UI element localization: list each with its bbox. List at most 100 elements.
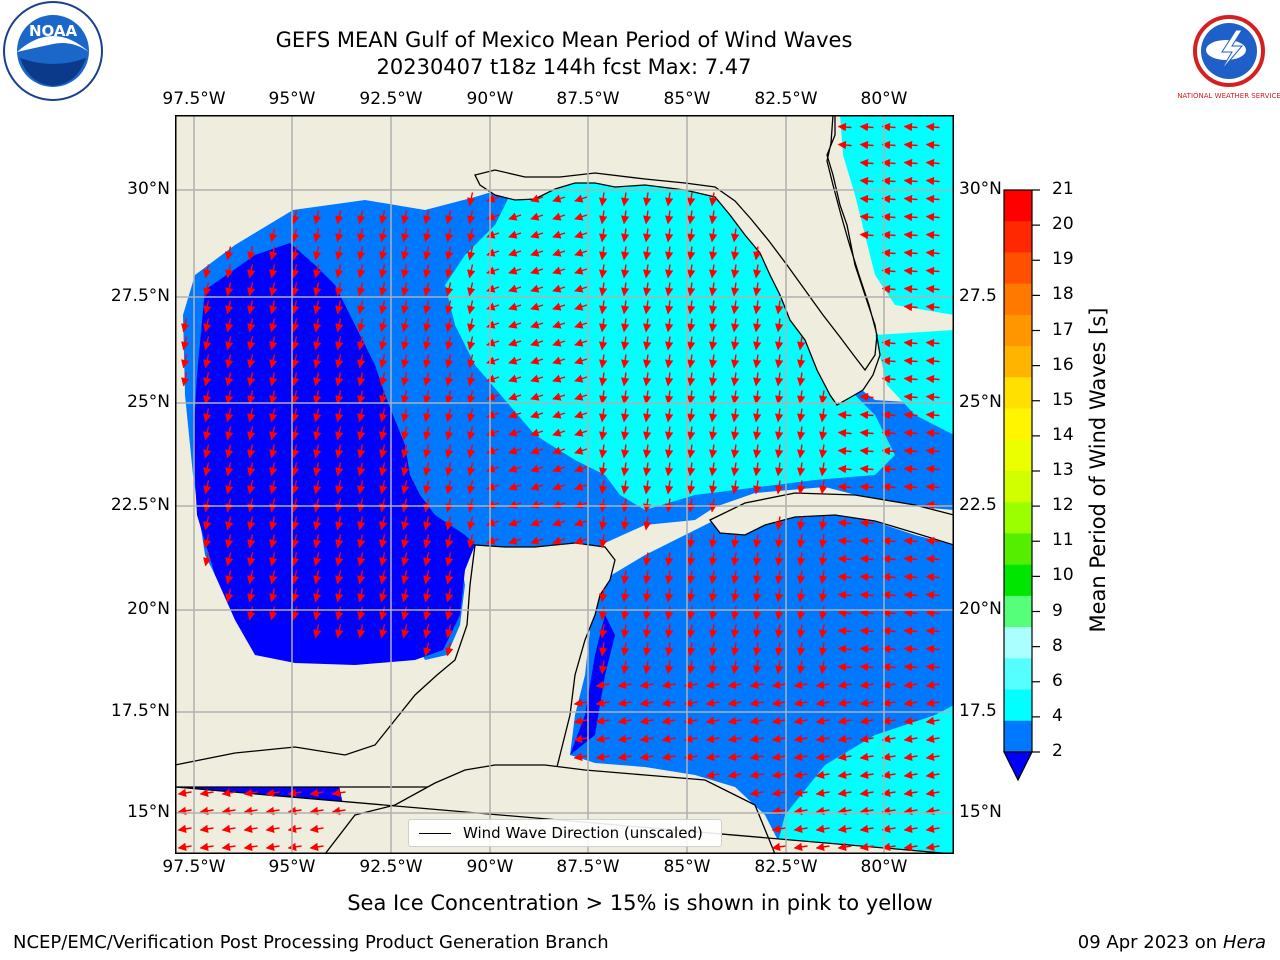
wave-arrow xyxy=(401,408,410,423)
map-frame xyxy=(175,115,954,854)
wave-arrow xyxy=(903,428,918,438)
wave-arrow xyxy=(642,192,652,207)
wave-arrow xyxy=(530,536,544,545)
wave-arrow xyxy=(859,752,874,762)
wave-arrow xyxy=(203,354,212,369)
wave-arrow xyxy=(730,462,740,477)
wave-arrow xyxy=(269,570,278,585)
wave-arrow xyxy=(903,824,918,834)
wave-arrow xyxy=(379,210,388,225)
wave-arrow xyxy=(423,300,432,315)
wave-arrow xyxy=(177,788,192,798)
wave-arrow xyxy=(598,660,608,675)
wave-arrow xyxy=(617,734,632,744)
wave-arrow xyxy=(642,498,652,513)
wave-arrow xyxy=(177,824,192,834)
noaa-logo: NOAA xyxy=(3,1,103,101)
wave-arrow xyxy=(686,192,696,207)
wave-arrow xyxy=(445,336,454,351)
wave-arrow xyxy=(642,318,652,333)
wave-arrow xyxy=(552,302,566,311)
footer-host: Hera xyxy=(1222,932,1266,953)
wave-arrow xyxy=(445,642,454,657)
wave-arrow xyxy=(291,552,300,567)
wave-arrow xyxy=(203,444,212,459)
wave-arrow xyxy=(313,516,322,531)
wave-arrow xyxy=(357,372,366,387)
wave-arrow xyxy=(313,228,322,243)
wave-arrow xyxy=(313,534,322,549)
wave-arrow xyxy=(508,230,522,239)
wave-arrow xyxy=(486,518,500,527)
wave-arrow xyxy=(796,660,806,675)
wave-arrow xyxy=(686,390,696,405)
wave-arrow xyxy=(664,660,674,675)
wave-arrow xyxy=(752,390,762,405)
wave-arrow xyxy=(837,482,852,492)
wave-arrow xyxy=(708,426,718,441)
lat-tick-right: 20°N xyxy=(959,599,1002,619)
lat-tick-left: 30°N xyxy=(127,179,170,199)
wave-arrow xyxy=(530,230,544,239)
wave-arrow xyxy=(423,426,432,441)
wave-arrow xyxy=(401,570,410,585)
wave-arrow xyxy=(335,354,344,369)
wave-arrow xyxy=(225,426,234,441)
wave-arrow xyxy=(620,246,630,261)
wave-arrow xyxy=(247,498,256,513)
wave-arrow xyxy=(708,282,718,297)
wave-arrow xyxy=(664,390,674,405)
lon-tick-bottom: 92.5°W xyxy=(359,857,423,877)
wave-arrow xyxy=(401,336,410,351)
wave-arrow xyxy=(291,336,300,351)
wave-arrow xyxy=(486,284,500,293)
wave-arrow xyxy=(265,824,280,834)
wave-arrow xyxy=(598,516,608,531)
wave-arrow xyxy=(598,282,608,297)
wave-arrow xyxy=(903,230,918,240)
wave-arrow xyxy=(664,642,674,657)
wave-arrow xyxy=(796,570,806,585)
wave-arrow xyxy=(774,336,784,351)
wave-arrow xyxy=(445,264,454,279)
wave-arrow xyxy=(818,606,828,621)
wave-arrow xyxy=(752,372,762,387)
wave-arrow xyxy=(752,462,762,477)
wave-arrow xyxy=(291,480,300,495)
wave-arrow xyxy=(203,516,212,531)
wave-arrow xyxy=(423,498,432,513)
wave-arrow xyxy=(837,536,852,546)
wave-arrow xyxy=(925,248,940,258)
wave-arrow xyxy=(664,480,674,495)
wave-arrow xyxy=(598,372,608,387)
wave-arrow xyxy=(379,228,388,243)
wave-arrow xyxy=(837,446,852,456)
wave-arrow xyxy=(752,606,762,621)
wave-arrow xyxy=(752,570,762,585)
wave-arrow xyxy=(401,534,410,549)
wave-arrow xyxy=(291,408,300,423)
wave-arrow xyxy=(639,698,654,708)
wave-arrow xyxy=(837,662,852,672)
wave-arrow xyxy=(620,660,630,675)
wave-arrow xyxy=(401,228,410,243)
wave-arrow xyxy=(313,264,322,279)
wave-arrow xyxy=(423,372,432,387)
wave-arrow xyxy=(335,372,344,387)
wave-direction-arrows xyxy=(177,122,940,852)
colorbar-label: 4 xyxy=(1052,705,1063,726)
colorbar-label: 11 xyxy=(1052,530,1074,551)
wave-arrow xyxy=(508,482,522,491)
wave-arrow xyxy=(574,266,588,275)
wave-arrow xyxy=(379,552,388,567)
wave-arrow xyxy=(774,642,784,657)
wave-arrow xyxy=(749,698,764,708)
wave-arrow xyxy=(552,410,566,419)
wave-arrow xyxy=(357,624,366,639)
wave-arrow xyxy=(574,464,588,473)
wave-arrow xyxy=(247,264,256,279)
colorbar-segment xyxy=(1004,720,1032,753)
wave-arrow xyxy=(903,806,918,816)
colorbar-segment xyxy=(1004,471,1032,503)
lon-tick-top: 87.5°W xyxy=(556,89,620,109)
